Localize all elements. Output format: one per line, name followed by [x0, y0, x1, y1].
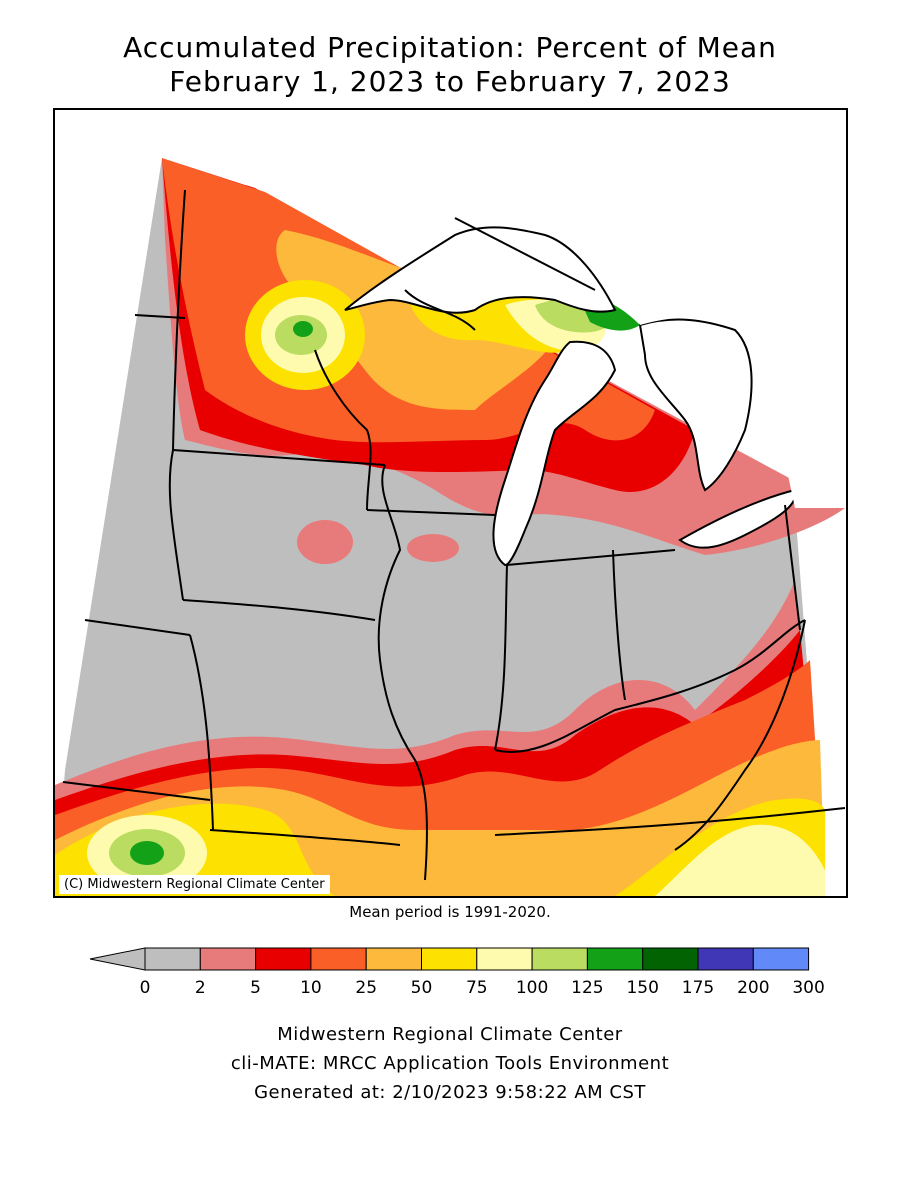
legend-label: 300 — [792, 978, 824, 998]
legend-label: 10 — [300, 978, 322, 998]
legend-swatch — [144, 947, 201, 971]
color-legend: 0 2 5 10 25 50 75 100 125 150 175 200 300 — [89, 947, 825, 998]
lake-michigan — [492, 340, 617, 567]
legend-label: 100 — [516, 978, 548, 998]
contour-iowa-2pct-b — [407, 534, 459, 562]
lake-erie — [678, 488, 797, 549]
footer-line-1: Midwestern Regional Climate Center — [277, 1024, 623, 1045]
legend-swatch — [752, 947, 810, 971]
footer: Midwestern Regional Climate Center cli-M… — [0, 1020, 900, 1107]
legend-swatch — [365, 947, 423, 971]
legend-color-boxes — [89, 947, 810, 971]
footer-line-3: Generated at: 2/10/2023 9:58:22 AM CST — [254, 1082, 646, 1103]
legend-label: 175 — [682, 978, 714, 998]
legend-underflow-arrow — [89, 947, 146, 971]
legend-swatch — [255, 947, 312, 971]
title-line-1: Accumulated Precipitation: Percent of Me… — [123, 31, 777, 64]
legend-label: 75 — [466, 978, 488, 998]
precipitation-map: (C) Midwestern Regional Climate Center — [53, 108, 848, 898]
legend-label: 50 — [411, 978, 433, 998]
legend-label: 200 — [737, 978, 769, 998]
footer-line-2: cli-MATE: MRCC Application Tools Environ… — [230, 1053, 670, 1074]
legend-label: 2 — [195, 978, 206, 998]
legend-swatch — [199, 947, 257, 971]
legend-swatch — [421, 947, 478, 971]
contour-southeast-75pct — [655, 824, 825, 896]
legend-label: 25 — [355, 978, 377, 998]
legend-swatch — [531, 947, 588, 971]
contour-southwest-125pct — [130, 841, 164, 865]
lake-huron — [638, 318, 753, 492]
legend-swatch — [642, 947, 699, 971]
mean-period-note: Mean period is 1991-2020. — [349, 903, 551, 921]
legend-swatch — [586, 947, 644, 971]
legend-swatch — [476, 947, 533, 971]
contour-minnesota-125pct — [293, 321, 313, 337]
map-canvas — [55, 110, 846, 896]
lake-superior — [344, 226, 617, 314]
contour-iowa-2pct-a — [297, 520, 353, 564]
legend-label: 5 — [250, 978, 261, 998]
legend-tick-labels: 0 2 5 10 25 50 75 100 125 150 175 200 300 — [140, 978, 825, 998]
legend-swatch — [697, 947, 754, 971]
canada-region — [162, 110, 846, 508]
legend-swatch — [310, 947, 367, 971]
legend-label: 150 — [626, 978, 658, 998]
contour-north-25pct — [276, 230, 555, 410]
copyright-label: (C) Midwestern Regional Climate Center — [59, 875, 330, 894]
state-borders — [62, 189, 846, 881]
legend-label: 0 — [140, 978, 151, 998]
legend-label: 125 — [571, 978, 603, 998]
title-line-2: February 1, 2023 to February 7, 2023 — [169, 65, 731, 98]
